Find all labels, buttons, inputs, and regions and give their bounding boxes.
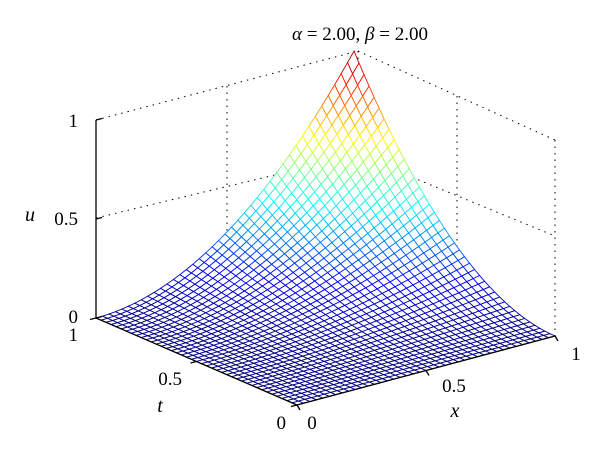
u-tick-label-0.5: 0.5 [54, 209, 78, 230]
alpha-value: 2.00 [322, 24, 355, 45]
beta-eq: = [374, 24, 394, 45]
u-tick-label-0: 0 [69, 307, 79, 328]
x-tick-label-0: 0 [307, 413, 317, 434]
beta-symbol: β [364, 24, 375, 45]
title-sep: , [356, 24, 366, 45]
beta-value: 2.00 [395, 24, 428, 45]
x-tick-0.5 [425, 370, 430, 376]
x-tick-1 [554, 335, 559, 342]
t-tick-label-0.5: 0.5 [158, 369, 182, 390]
alpha-eq: = [302, 24, 322, 45]
surface-mesh [94, 49, 557, 406]
t-tick-label-1: 1 [69, 325, 79, 346]
u-tick-0 [95, 315, 103, 319]
u-tick-1 [95, 117, 103, 121]
u-tick-label-1: 1 [69, 111, 79, 132]
x-tick-0 [296, 404, 301, 411]
t-axis-label: t [157, 395, 163, 417]
t-tick-label-0: 0 [277, 413, 287, 434]
x-tick-label-0.5: 0.5 [442, 376, 466, 397]
chart-title: α = 2.00, β = 2.00 [292, 24, 428, 45]
alpha-symbol: α [292, 24, 303, 45]
t-tick-0.5 [190, 360, 197, 364]
axis-ticks [89, 117, 559, 411]
u-tick-0.5 [95, 216, 103, 220]
back-wall-top-left [95, 50, 359, 121]
t-tick-1 [89, 317, 97, 321]
t-tick-0 [290, 404, 298, 408]
x-tick-label-1: 1 [571, 344, 581, 365]
u-axis-label: u [25, 204, 35, 226]
x-axis-label: x [450, 400, 460, 422]
